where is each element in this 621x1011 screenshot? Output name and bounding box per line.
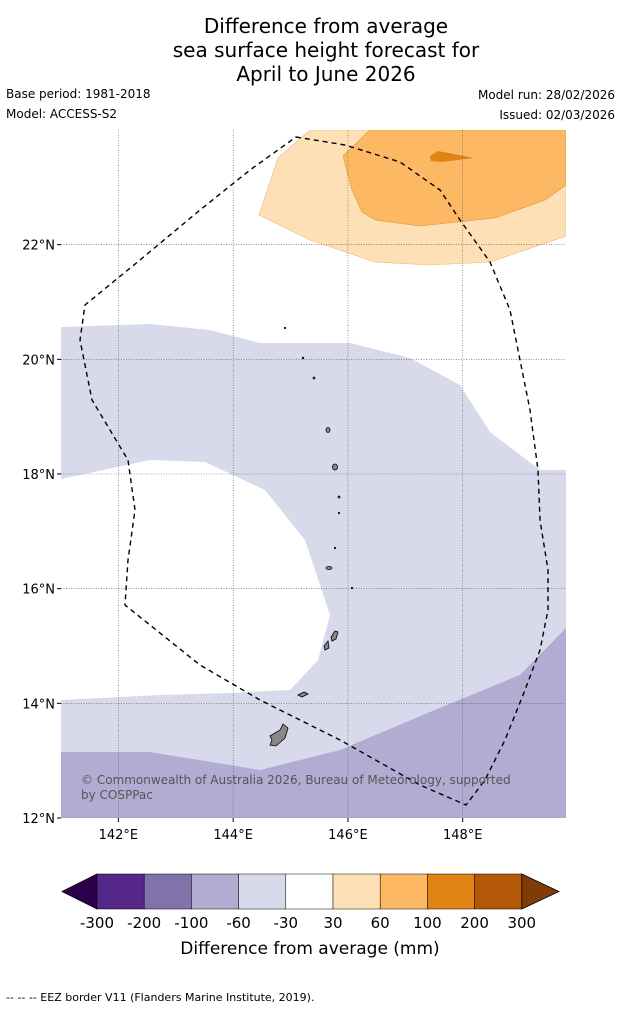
island-guguan	[337, 511, 341, 515]
colorbar-extend-high	[521, 873, 560, 910]
colorbar-segment	[143, 873, 192, 910]
colorbar-segment	[96, 873, 145, 910]
colorbar	[61, 873, 560, 910]
colorbar-segment	[238, 873, 287, 910]
title-line-1: Difference from average	[203, 14, 449, 38]
colorbar-tick-label: -30	[274, 914, 299, 932]
lat-tick-label: 18°N	[22, 468, 55, 483]
lon-tick-label: 146°E	[328, 828, 368, 843]
colorbar-tick-label: -200	[127, 914, 161, 932]
eez-legend-note: -- -- -- EEZ border V11 (Flanders Marine…	[6, 991, 315, 1004]
island-maug	[301, 356, 305, 360]
island-pagan	[332, 463, 338, 471]
colorbar-ticks: -300 -200 -100 -60 -30 30 60 100 200 300	[80, 914, 536, 932]
colorbar-tick-label: -60	[226, 914, 251, 932]
colorbar-tick-label: 30	[323, 914, 342, 932]
island-agrihan	[325, 427, 331, 433]
title-line-2: sea surface height forecast for	[172, 38, 480, 62]
colorbar-segment	[474, 873, 523, 910]
lon-tick-label: 144°E	[213, 828, 253, 843]
lat-tick-label: 20°N	[22, 353, 55, 368]
islands	[269, 326, 354, 747]
map-title: Difference from average sea surface heig…	[0, 14, 621, 86]
model-text: Model: ACCESS-S2	[6, 107, 118, 121]
lat-tick-label: 14°N	[22, 697, 55, 712]
contour-fill-100-to-200	[430, 151, 474, 162]
colorbar-tick-label: -100	[174, 914, 208, 932]
map-gridlines	[61, 130, 566, 818]
island-saipan	[330, 630, 339, 642]
base-period-text: Base period: 1981-2018	[6, 87, 151, 101]
colorbar-segment	[427, 873, 475, 910]
colorbar-tick-label: -300	[80, 914, 114, 932]
colorbar-tick-label: 60	[371, 914, 390, 932]
island-guam	[269, 723, 289, 747]
eez-border	[79, 136, 549, 806]
model-run-text: Model run: 28/02/2026	[477, 88, 615, 102]
colorbar-segment	[379, 873, 428, 910]
contour-fill-minus-30-to-minus-60	[61, 324, 566, 818]
island-farallon-de-medinilla	[350, 586, 354, 590]
copyright-line-2: by COSPPac	[81, 788, 153, 802]
colorbar-segment	[285, 873, 334, 910]
colorbar-label: Difference from average (mm)	[180, 939, 439, 959]
island-rota	[297, 691, 309, 698]
island-anatahan	[325, 566, 333, 570]
map-plot-area: © Commonwealth of Australia 2026, Bureau…	[61, 130, 566, 818]
lat-tick-label: 12°N	[22, 812, 55, 827]
island-alamagan	[337, 495, 341, 499]
colorbar-tick-label: 100	[413, 914, 442, 932]
island-sarigan	[333, 546, 337, 550]
island-asuncion	[312, 376, 316, 380]
island-farallon-de-pajaros	[283, 326, 287, 330]
contour-fill-60-to-100	[342, 130, 566, 227]
lon-tick-label: 148°E	[443, 828, 483, 843]
island-tinian	[323, 640, 330, 651]
colorbar-tick-label: 200	[460, 914, 489, 932]
title-line-3: April to June 2026	[236, 62, 416, 86]
copyright-line-1: © Commonwealth of Australia 2026, Bureau…	[81, 773, 511, 787]
lat-tick-label: 22°N	[22, 239, 55, 254]
colorbar-extend-low	[61, 873, 98, 910]
copyright-notice: © Commonwealth of Australia 2026, Bureau…	[81, 773, 511, 802]
contour-fill-minus-60-to-minus-100	[61, 628, 566, 818]
issued-text: Issued: 02/03/2026	[499, 108, 615, 122]
colorbar-tick-label: 300	[507, 914, 536, 932]
colorbar-segment	[191, 873, 239, 910]
lat-tick-label: 16°N	[22, 583, 55, 598]
colorbar-segment	[332, 873, 381, 910]
map-axes: 22°N 20°N 18°N 16°N 14°N 12°N 142°E 144°E 146°E 1…	[22, 239, 482, 843]
lon-tick-label: 142°E	[99, 828, 139, 843]
